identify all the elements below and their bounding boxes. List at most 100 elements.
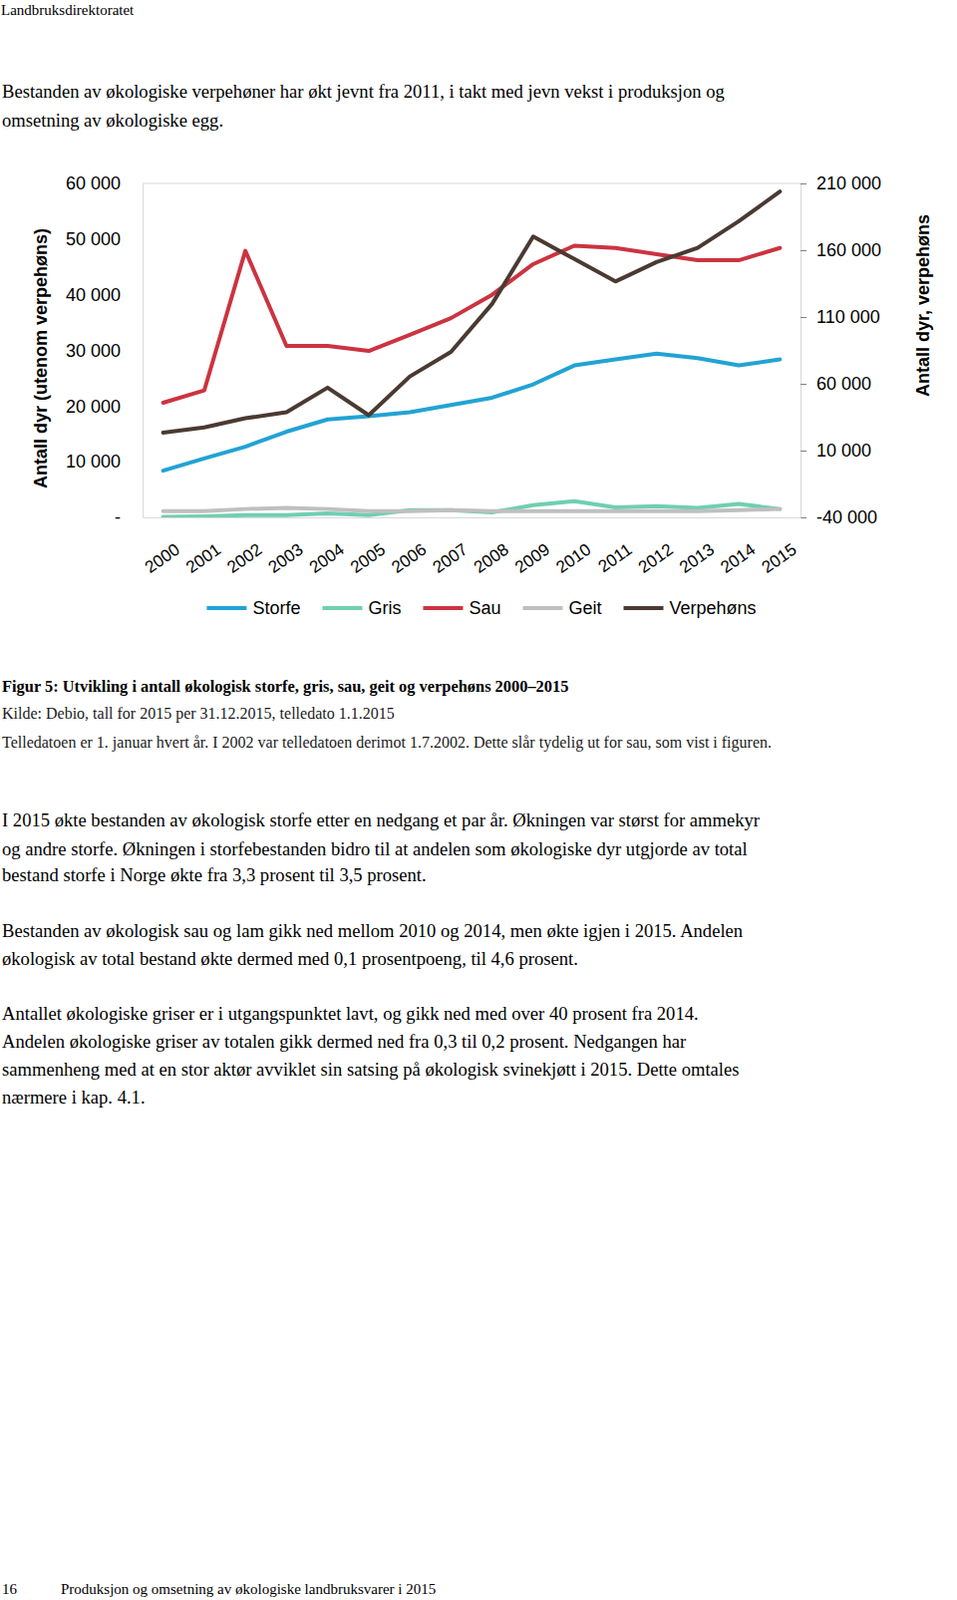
x-tick: 2012: [635, 517, 677, 578]
page-header: Landbruksdirektoratet: [0, 1, 135, 18]
x-tick-label: 2000: [141, 540, 184, 578]
x-tick-label: 2003: [265, 540, 308, 578]
x-tick: 2007: [429, 517, 472, 578]
x-tick-label: 2004: [306, 540, 348, 578]
y-tick: 30 000: [65, 340, 143, 361]
x-tick: 2011: [595, 517, 637, 577]
legend-swatch: [422, 606, 463, 611]
paragraph-line: Antallet økologiske griser er i utgangsp…: [1, 1002, 699, 1024]
y-tick-label: 40 000: [65, 285, 121, 306]
x-tick-label: 2001: [182, 540, 225, 578]
y-tick-label: 50 000: [65, 229, 121, 250]
y-tick: 10 000: [65, 451, 143, 472]
legend-swatch: [206, 606, 247, 611]
x-axis: 2000200120022003200420052006200720082009…: [141, 517, 802, 578]
y2-tick-mark: [800, 317, 807, 319]
y-tick-label: 10 000: [65, 451, 121, 472]
paragraph-line: og andre storfe. Økningen i storfebestan…: [1, 838, 748, 860]
paragraph-line: sammenheng med at en stor aktør avviklet…: [1, 1058, 740, 1080]
x-tick-label: 2007: [429, 540, 472, 578]
y2-tick: 110 000: [800, 307, 881, 327]
x-tick-label: 2014: [716, 540, 759, 578]
series-line: [163, 191, 781, 433]
x-tick: 2001: [182, 517, 225, 578]
y2-tick-label: 110 000: [816, 307, 881, 327]
x-tick: 2008: [470, 517, 513, 578]
y-tick: 40 000: [65, 285, 143, 306]
legend-swatch: [321, 606, 362, 611]
y2-axis: -40 000 10 000 60 000 110 000 160 000 210 000: [800, 173, 882, 528]
paragraph-line: I 2015 økte bestanden av økologisk storf…: [1, 809, 761, 831]
y-tick-label: 30 000: [65, 340, 121, 361]
y-tick: 50 000: [65, 229, 143, 250]
y-tick: 60 000: [65, 173, 143, 194]
y2-tick: 210 000: [800, 173, 882, 194]
legend-label: Sau: [468, 598, 501, 619]
legend-item: Sau: [422, 598, 501, 619]
y2-tick-label: 160 000: [816, 240, 882, 261]
legend-item: Geit: [522, 598, 602, 619]
paragraph-line: Bestanden av økologisk sau og lam gikk n…: [1, 920, 744, 942]
x-tick: 2010: [552, 517, 595, 578]
series-line: [163, 353, 781, 471]
legend-swatch: [624, 606, 664, 611]
legend-label: Geit: [568, 598, 602, 619]
legend-swatch: [522, 606, 563, 611]
y-axis: - 10 000 20 000 30 000 40 000 50 000 60 000: [65, 173, 144, 528]
caption-line: Kilde: Debio, tall for 2015 per 31.12.20…: [1, 704, 395, 723]
y2-tick-mark: [800, 450, 807, 452]
legend-item: Gris: [321, 598, 401, 619]
y2-tick-label: 60 000: [816, 373, 872, 394]
plot-frame-top: [142, 183, 801, 185]
x-tick-label: 2012: [635, 540, 677, 578]
caption-line: Telledatoen er 1. januar hvert år. I 200…: [1, 733, 772, 752]
y2-axis-title: Antall dyr, verpehøns: [913, 214, 934, 397]
page-number: 16: [1, 1581, 18, 1597]
y-tick: 20 000: [65, 396, 143, 417]
x-tick-label: 2015: [758, 540, 801, 578]
legend-item: Storfe: [206, 598, 301, 619]
y2-tick-label: -40 000: [816, 507, 878, 528]
x-tick-label: 2002: [223, 540, 266, 578]
y2-tick: 60 000: [800, 373, 872, 394]
figure-caption: Figur 5: Utvikling i antall økologisk st…: [1, 676, 569, 696]
x-tick-label: 2010: [552, 540, 595, 578]
y2-tick-mark: [800, 383, 807, 385]
y-tick: -: [114, 507, 143, 528]
series-line: [163, 508, 781, 512]
intro-line: Bestanden av økologiske verpehøner har ø…: [1, 80, 725, 102]
y2-tick-mark: [800, 183, 807, 185]
x-axis-line: [143, 517, 802, 519]
x-tick-label: 2009: [511, 540, 554, 578]
x-tick: 2005: [346, 517, 389, 578]
series-line: [163, 246, 781, 403]
y2-tick: -40 000: [800, 507, 878, 528]
y-axis-title: Antall dyr (utenom verpehøns): [30, 228, 51, 489]
y-tick-label: 60 000: [65, 173, 121, 194]
y2-tick: 10 000: [800, 440, 872, 461]
y2-tick-label: 210 000: [816, 173, 882, 194]
legend-label: Storfe: [252, 598, 301, 619]
y-tick-label: 20 000: [65, 396, 121, 417]
legend-item: Verpehøns: [624, 598, 757, 619]
paragraph-line: nærmere i kap. 4.1.: [1, 1086, 146, 1108]
x-tick: 2009: [511, 517, 554, 578]
x-tick-label: 2006: [387, 540, 430, 578]
page: Landbruksdirektoratet Bestanden av økolog…: [0, 0, 957, 1600]
y-tick-label: -: [114, 507, 121, 528]
legend-label: Gris: [367, 598, 401, 619]
y2-tick-mark: [800, 250, 807, 252]
x-tick-label: 2013: [675, 540, 718, 578]
x-tick: 2013: [675, 517, 718, 578]
y2-tick-mark: [800, 517, 807, 519]
x-tick-label: 2005: [346, 540, 389, 578]
y2-tick: 160 000: [800, 240, 882, 261]
legend: Storfe Gris Sau Geit Verpehøns: [206, 598, 756, 619]
x-tick-label: 2011: [595, 540, 637, 578]
plot-area: [163, 191, 781, 517]
x-tick: 2002: [223, 517, 266, 578]
y2-axis-line: [800, 184, 802, 519]
series-line: [163, 501, 781, 518]
legend-label: Verpehøns: [669, 598, 757, 619]
x-tick: 2014: [716, 517, 759, 578]
